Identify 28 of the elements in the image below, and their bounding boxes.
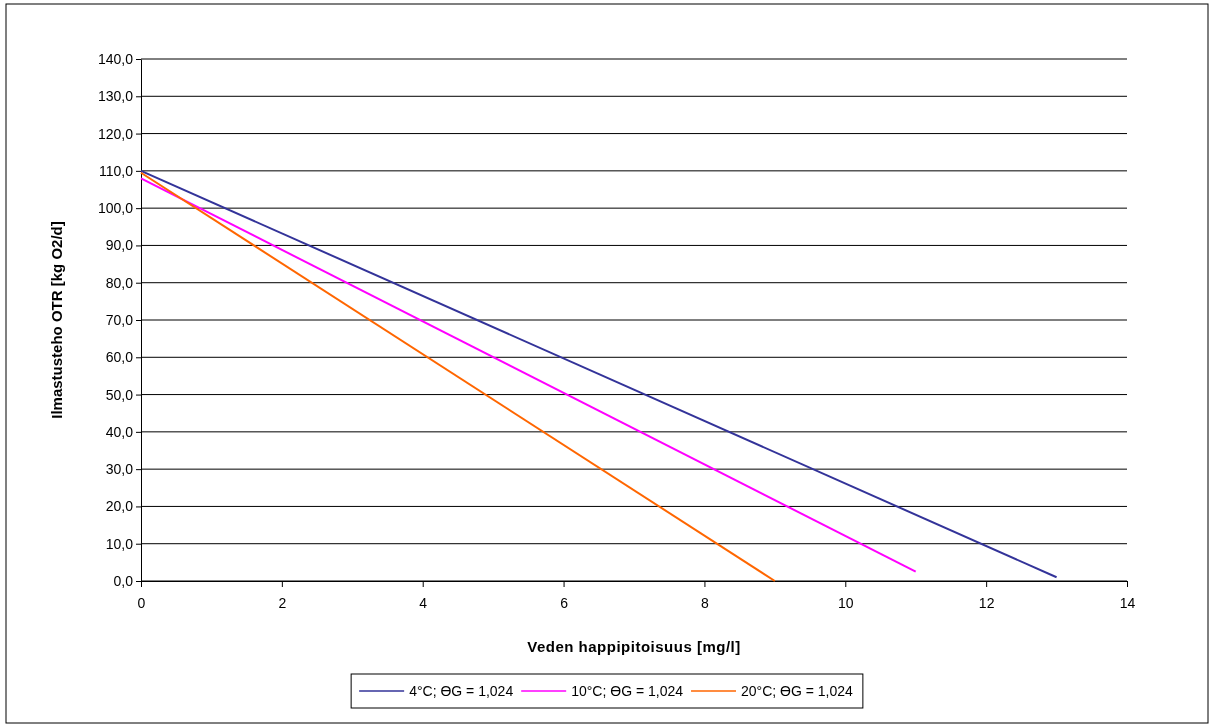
x-axis-title: Veden happipitoisuus [mg/l] xyxy=(527,638,741,655)
y-tick-label: 60,0 xyxy=(105,349,134,366)
legend-label: 4°C; ϴG = 1,024 xyxy=(409,683,514,699)
y-tick-label: 40,0 xyxy=(105,423,134,440)
y-tick-label: 120,0 xyxy=(97,125,134,142)
y-tick-label: 130,0 xyxy=(97,88,134,105)
y-tick-label: 140,0 xyxy=(97,50,134,67)
x-tick-label: 14 xyxy=(1119,595,1136,612)
y-tick-label: 90,0 xyxy=(105,237,134,254)
legend-label: 10°C; ϴG = 1,024 xyxy=(571,683,684,699)
x-tick-label: 12 xyxy=(978,595,995,612)
y-tick-label: 20,0 xyxy=(105,498,134,515)
y-tick-label: 10,0 xyxy=(105,535,134,552)
y-axis-title: Ilmastusteho OTR [kg O2/d] xyxy=(48,221,65,419)
x-tick-label: 8 xyxy=(701,595,710,612)
y-tick-label: 0,0 xyxy=(113,572,134,589)
x-tick-label: 2 xyxy=(278,595,287,612)
x-tick-label: 4 xyxy=(419,595,428,612)
x-tick-label: 10 xyxy=(838,595,854,612)
y-tick-label: 50,0 xyxy=(105,386,134,403)
y-tick-label: 70,0 xyxy=(105,311,134,328)
x-tick-label: 0 xyxy=(137,595,146,612)
y-tick-label: 100,0 xyxy=(97,200,134,217)
x-tick-label: 6 xyxy=(560,595,569,612)
legend-label: 20°C; ϴG = 1,024 xyxy=(741,683,854,699)
y-tick-label: 110,0 xyxy=(99,162,134,179)
y-tick-label: 30,0 xyxy=(105,461,134,478)
y-tick-label: 80,0 xyxy=(105,274,134,291)
